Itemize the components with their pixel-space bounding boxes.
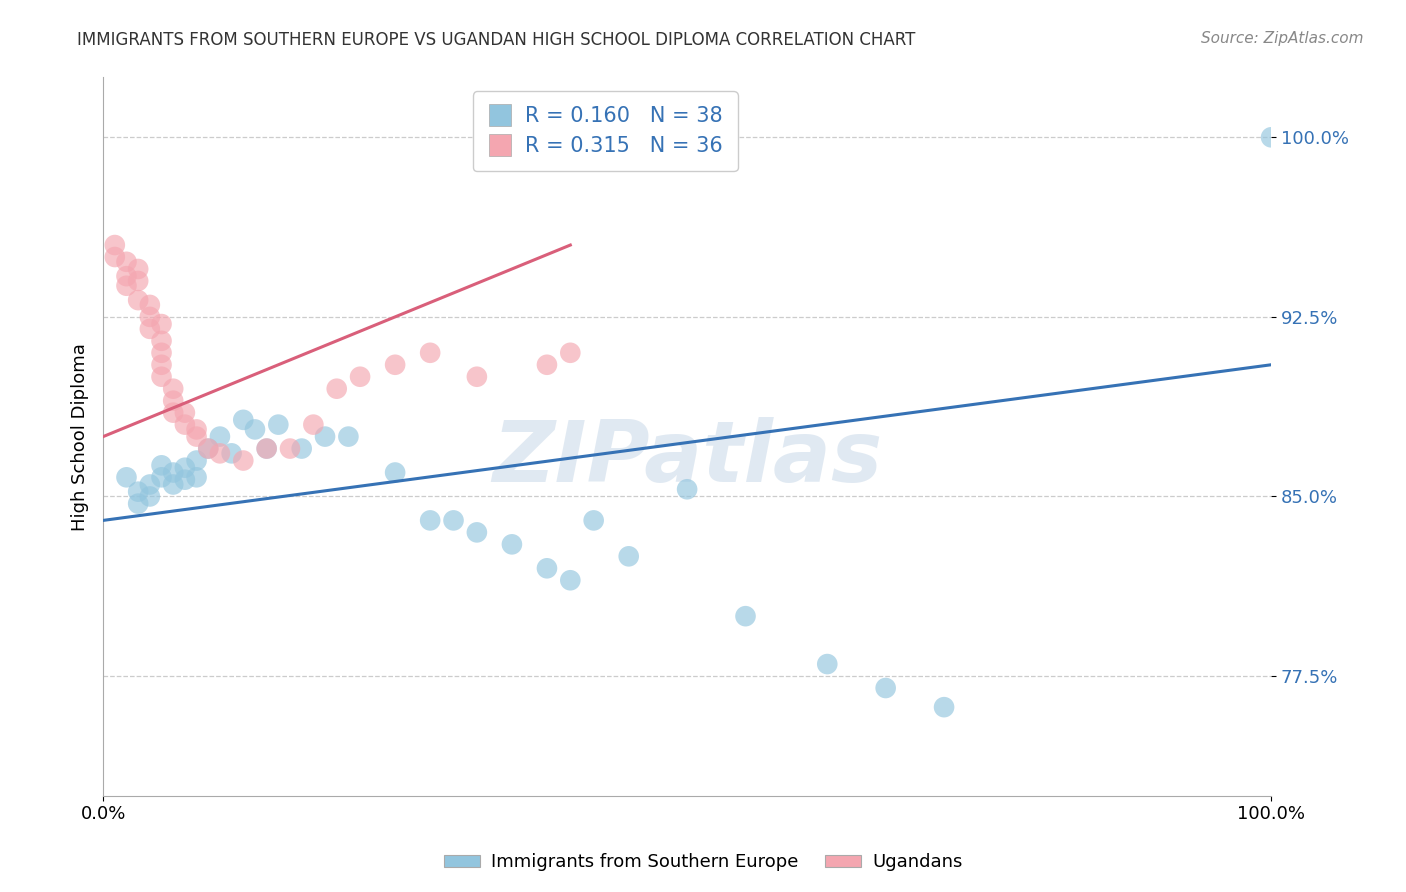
Point <box>256 442 278 456</box>
Point <box>150 317 173 331</box>
Point <box>104 238 127 252</box>
Point <box>139 477 162 491</box>
Point <box>501 537 523 551</box>
Point <box>349 369 371 384</box>
Text: Source: ZipAtlas.com: Source: ZipAtlas.com <box>1201 31 1364 46</box>
Point <box>150 346 173 360</box>
Point <box>384 358 406 372</box>
Point <box>139 490 162 504</box>
Y-axis label: High School Diploma: High School Diploma <box>72 343 89 531</box>
Point <box>162 382 184 396</box>
Point <box>162 406 184 420</box>
Point <box>267 417 290 432</box>
Point <box>243 422 266 436</box>
Point <box>291 442 314 456</box>
Point <box>419 513 441 527</box>
Point <box>150 334 173 348</box>
Point <box>150 470 173 484</box>
Point <box>278 442 301 456</box>
Point <box>173 473 195 487</box>
Point <box>186 453 208 467</box>
Point <box>197 442 219 456</box>
Point <box>582 513 605 527</box>
Point <box>162 466 184 480</box>
Point <box>173 406 195 420</box>
Point <box>186 422 208 436</box>
Point <box>139 322 162 336</box>
Point <box>150 458 173 473</box>
Point <box>173 417 195 432</box>
Point <box>115 278 138 293</box>
Point <box>302 417 325 432</box>
Point <box>139 310 162 324</box>
Point <box>139 298 162 312</box>
Point <box>443 513 465 527</box>
Point <box>104 250 127 264</box>
Text: ZIPatlas: ZIPatlas <box>492 417 882 500</box>
Point <box>256 442 278 456</box>
Point <box>115 255 138 269</box>
Point <box>734 609 756 624</box>
Point <box>127 274 149 288</box>
Point <box>419 346 441 360</box>
Point <box>875 681 897 695</box>
Point <box>115 470 138 484</box>
Point <box>325 382 347 396</box>
Point <box>186 429 208 443</box>
Point <box>197 442 219 456</box>
Point <box>314 429 336 443</box>
Legend: Immigrants from Southern Europe, Ugandans: Immigrants from Southern Europe, Ugandan… <box>436 847 970 879</box>
Point <box>221 446 243 460</box>
Legend: R = 0.160   N = 38, R = 0.315   N = 36: R = 0.160 N = 38, R = 0.315 N = 36 <box>474 92 738 171</box>
Point <box>465 369 488 384</box>
Point <box>232 413 254 427</box>
Point <box>337 429 360 443</box>
Point <box>150 358 173 372</box>
Point <box>384 466 406 480</box>
Point <box>127 262 149 277</box>
Point <box>127 293 149 307</box>
Point <box>162 477 184 491</box>
Point <box>536 561 558 575</box>
Point <box>115 269 138 284</box>
Point <box>815 657 838 671</box>
Point <box>676 483 699 497</box>
Point <box>536 358 558 372</box>
Text: IMMIGRANTS FROM SOUTHERN EUROPE VS UGANDAN HIGH SCHOOL DIPLOMA CORRELATION CHART: IMMIGRANTS FROM SOUTHERN EUROPE VS UGAND… <box>77 31 915 49</box>
Point <box>932 700 955 714</box>
Point <box>1260 130 1282 145</box>
Point <box>127 497 149 511</box>
Point <box>465 525 488 540</box>
Point <box>162 393 184 408</box>
Point <box>617 549 640 564</box>
Point <box>560 574 582 588</box>
Point <box>186 470 208 484</box>
Point <box>150 369 173 384</box>
Point <box>232 453 254 467</box>
Point <box>208 429 231 443</box>
Point <box>208 446 231 460</box>
Point <box>173 460 195 475</box>
Point <box>127 484 149 499</box>
Point <box>560 346 582 360</box>
